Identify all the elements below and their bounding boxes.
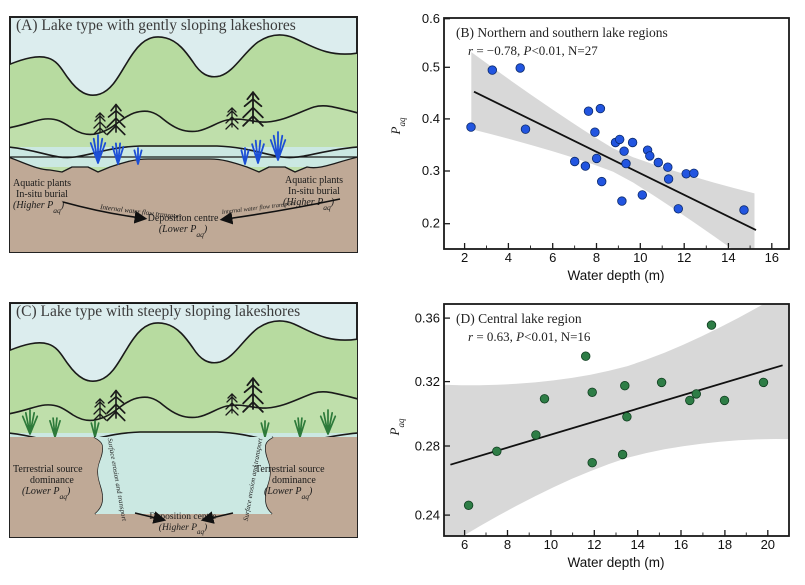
svg-text:Aquatic plants: Aquatic plants <box>285 175 343 186</box>
svg-text:Aquatic plants: Aquatic plants <box>13 178 71 189</box>
svg-text:16: 16 <box>674 537 688 552</box>
svg-text:0.3: 0.3 <box>422 163 440 178</box>
svg-text:8: 8 <box>504 537 511 552</box>
svg-text:0.28: 0.28 <box>415 439 440 454</box>
svg-text:4: 4 <box>505 250 512 265</box>
svg-text:0.6: 0.6 <box>422 11 440 26</box>
svg-text:(C) Lake type with steeply slo: (C) Lake type with steeply sloping lakes… <box>16 303 300 320</box>
svg-text:20: 20 <box>761 537 775 552</box>
svg-text:12: 12 <box>587 537 601 552</box>
svg-text:18: 18 <box>718 537 732 552</box>
svg-text:Water depth (m): Water depth (m) <box>567 268 664 283</box>
svg-text:In-situ burial: In-situ burial <box>288 186 340 197</box>
svg-text:10: 10 <box>544 537 558 552</box>
svg-text:r = −0.78, P<0.01, N=27: r = −0.78, P<0.01, N=27 <box>468 43 598 58</box>
svg-text:In-situ burial: In-situ burial <box>16 189 68 200</box>
svg-text:(D) Central lake region: (D) Central lake region <box>456 311 582 326</box>
svg-text:10: 10 <box>633 250 647 265</box>
svg-text:(B) Northern and southern lake: (B) Northern and southern lake regions <box>456 25 668 40</box>
svg-text:dominance: dominance <box>272 475 316 486</box>
svg-text:Terrestrial source: Terrestrial source <box>13 464 83 475</box>
svg-text:2: 2 <box>461 250 468 265</box>
svg-text:16: 16 <box>765 250 779 265</box>
svg-text:14: 14 <box>721 250 735 265</box>
svg-text:14: 14 <box>630 537 644 552</box>
svg-text:0.24: 0.24 <box>415 508 440 523</box>
svg-text:0.32: 0.32 <box>415 374 440 389</box>
svg-text:(A) Lake type with gently slop: (A) Lake type with gently sloping lakesh… <box>16 17 296 34</box>
svg-text:Paq: Paq <box>387 418 406 436</box>
svg-text:0.4: 0.4 <box>422 111 440 126</box>
svg-text:0.5: 0.5 <box>422 60 440 75</box>
svg-text:6: 6 <box>549 250 556 265</box>
svg-text:Terrestrial source: Terrestrial source <box>255 464 325 475</box>
svg-text:r = 0.63, P<0.01, N=16: r = 0.63, P<0.01, N=16 <box>468 329 591 344</box>
svg-text:Deposition centre: Deposition centre <box>149 512 216 522</box>
svg-text:8: 8 <box>593 250 600 265</box>
svg-text:6: 6 <box>461 537 468 552</box>
svg-text:dominance: dominance <box>30 475 74 486</box>
svg-text:Paq: Paq <box>388 117 407 135</box>
svg-text:12: 12 <box>677 250 691 265</box>
svg-text:0.2: 0.2 <box>422 216 440 231</box>
svg-text:Water depth (m): Water depth (m) <box>567 555 664 570</box>
svg-text:0.36: 0.36 <box>415 311 440 326</box>
